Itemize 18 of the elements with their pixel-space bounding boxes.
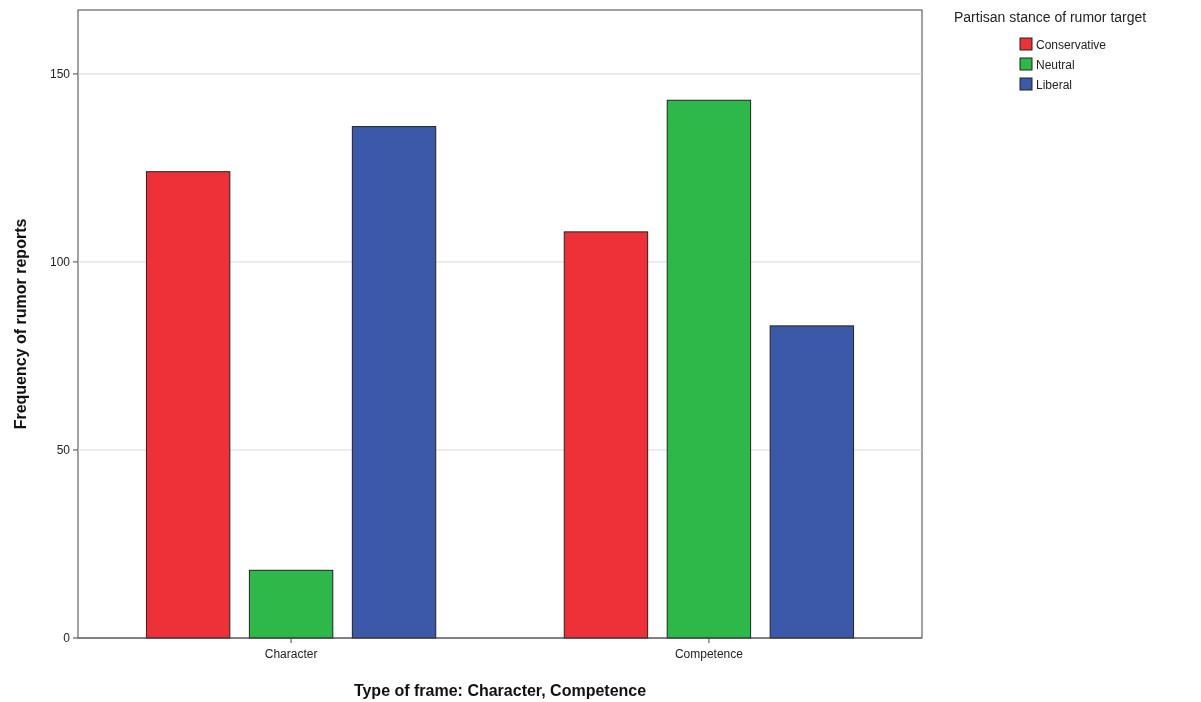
bar (666, 99, 752, 639)
y-tick-label: 0 (63, 631, 71, 646)
bar (351, 126, 437, 639)
bar (563, 231, 649, 639)
y-tick-label: 100 (49, 255, 71, 270)
y-tick-label: 50 (56, 443, 71, 458)
bar (248, 569, 334, 639)
legend-label: Neutral (1036, 58, 1075, 72)
y-axis-title: Frequency of rumor reports (12, 218, 29, 430)
y-tick-label: 150 (49, 67, 71, 82)
x-axis-title: Type of frame: Character, Competence (353, 682, 647, 699)
bar (769, 325, 855, 639)
bar (145, 171, 231, 639)
x-tick-label: Character (264, 647, 318, 661)
legend-label: Liberal (1036, 78, 1073, 92)
legend-title: Partisan stance of rumor target (954, 9, 1147, 25)
legend-label: Conservative (1036, 38, 1107, 52)
x-tick-label: Competence (674, 647, 744, 661)
